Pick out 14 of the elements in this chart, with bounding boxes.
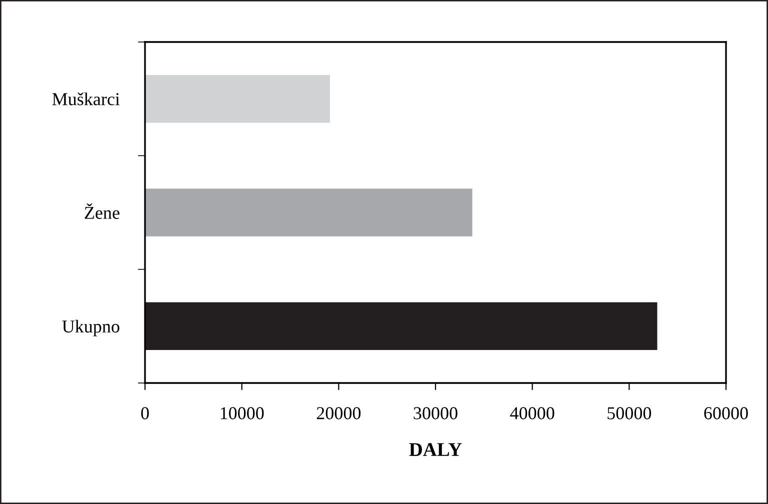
x-tick-label: 60000 bbox=[704, 407, 748, 420]
y-tick-label: Muškarci bbox=[52, 92, 120, 106]
y-tick-label: Ukupno bbox=[62, 320, 120, 336]
x-tick-label: 20000 bbox=[316, 407, 361, 420]
x-tick-label: 0 bbox=[141, 407, 149, 420]
y-tick-label: Žene bbox=[84, 203, 120, 219]
x-tick-label: 50000 bbox=[608, 407, 652, 420]
bar bbox=[145, 188, 472, 236]
x-tick-label: 30000 bbox=[414, 407, 458, 420]
x-axis-title: DALY bbox=[409, 443, 462, 456]
bar bbox=[145, 302, 658, 350]
x-tick-label: 40000 bbox=[510, 407, 554, 420]
bar bbox=[145, 74, 330, 123]
x-tick-label: 10000 bbox=[220, 407, 264, 420]
